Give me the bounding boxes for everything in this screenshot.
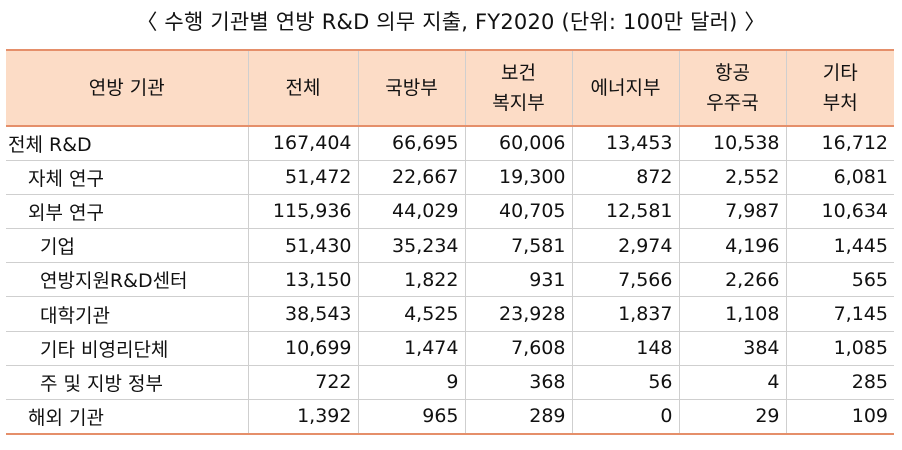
table-cell: 2,552 — [678, 160, 786, 195]
table-cell: 368 — [464, 365, 572, 401]
table-cell: 7,566 — [571, 262, 679, 298]
table-cell: 1,474 — [357, 331, 465, 366]
table-cell: 115,936 — [247, 194, 358, 230]
table-cell: 6,081 — [785, 160, 894, 195]
row-label: 기업 — [6, 228, 248, 264]
table-cell: 1,392 — [247, 399, 358, 435]
table-cell: 10,699 — [247, 331, 358, 366]
table-cell: 7,581 — [464, 228, 572, 264]
table-cell: 4,525 — [357, 296, 465, 332]
row-label: 전체 R&D — [6, 126, 248, 161]
row-label: 주 및 지방 정부 — [6, 365, 248, 401]
table-cell: 965 — [357, 399, 465, 435]
table-cell: 19,300 — [464, 160, 572, 195]
table-cell: 7,608 — [464, 331, 572, 366]
table-cell: 66,695 — [357, 126, 465, 161]
table-row: 전체 R&D 167,404 66,695 60,006 13,453 10,538 16,… — [6, 126, 894, 161]
table-cell: 13,150 — [247, 262, 358, 298]
row-label: 자체 연구 — [6, 160, 248, 195]
table-row: 외부 연구 115,936 44,029 40,705 12,581 7,987 10,63… — [6, 194, 894, 230]
table-cell: 29 — [678, 399, 786, 435]
table-row: 연방지원R&D센터 13,150 1,822 931 7,566 2,266 565 — [6, 262, 894, 298]
table-row: 자체 연구 51,472 22,667 19,300 872 2,552 6,081 — [6, 160, 894, 195]
row-label: 해외 기관 — [6, 399, 248, 435]
table-body: 전체 R&D 167,404 66,695 60,006 13,453 10,538 16,… — [6, 126, 894, 435]
table-cell: 1,445 — [785, 228, 894, 264]
table-cell: 10,538 — [678, 126, 786, 161]
table-cell: 2,974 — [571, 228, 679, 264]
table-cell: 56 — [571, 365, 679, 401]
table-cell: 1,108 — [678, 296, 786, 332]
header-row: 연방 기관 전체 국방부 보건 복지부 에너지부 항공 우주국 기타 부처 — [6, 49, 894, 127]
table-cell: 13,453 — [571, 126, 679, 161]
table-cell: 872 — [571, 160, 679, 195]
table-cell: 38,543 — [247, 296, 358, 332]
table-cell: 384 — [678, 331, 786, 366]
table-cell: 167,404 — [247, 126, 358, 161]
table-title: 〈 수행 기관별 연방 R&D 의무 지출, FY2020 (단위: 100만 … — [136, 10, 766, 34]
table-cell: 148 — [571, 331, 679, 366]
column-header-health: 보건 복지부 — [464, 49, 572, 127]
table-cell: 109 — [785, 399, 894, 435]
table-row: 기업 51,430 35,234 7,581 2,974 4,196 1,445 — [6, 228, 894, 264]
table-cell: 9 — [357, 365, 465, 401]
table-cell: 722 — [247, 365, 358, 401]
table-cell: 40,705 — [464, 194, 572, 230]
column-header-other: 기타 부처 — [785, 49, 894, 127]
column-header-defense: 국방부 — [357, 49, 465, 127]
table-cell: 23,928 — [464, 296, 572, 332]
table-cell: 35,234 — [357, 228, 465, 264]
column-header-total: 전체 — [247, 49, 358, 127]
table-cell: 60,006 — [464, 126, 572, 161]
table-cell: 2,266 — [678, 262, 786, 298]
row-label: 외부 연구 — [6, 194, 248, 230]
table-cell: 4,196 — [678, 228, 786, 264]
row-label: 대학기관 — [6, 296, 248, 332]
table-cell: 12,581 — [571, 194, 679, 230]
row-label: 기타 비영리단체 — [6, 331, 248, 366]
table-cell: 0 — [571, 399, 679, 435]
table-cell: 7,987 — [678, 194, 786, 230]
table-cell: 1,837 — [571, 296, 679, 332]
row-label: 연방지원R&D센터 — [6, 262, 248, 298]
table-cell: 1,822 — [357, 262, 465, 298]
rd-obligations-table: 연방 기관 전체 국방부 보건 복지부 에너지부 항공 우주국 기타 부처 전체 R&… — [6, 49, 894, 435]
table-cell: 285 — [785, 365, 894, 401]
column-header-agency: 연방 기관 — [6, 49, 248, 127]
table-cell: 16,712 — [785, 126, 894, 161]
table-cell: 1,085 — [785, 331, 894, 366]
table-cell: 51,430 — [247, 228, 358, 264]
table-row: 대학기관 38,543 4,525 23,928 1,837 1,108 7,145 — [6, 296, 894, 332]
table-cell: 931 — [464, 262, 572, 298]
column-header-energy: 에너지부 — [571, 49, 679, 127]
table-row: 주 및 지방 정부 722 9 368 56 4 285 — [6, 365, 894, 401]
table-cell: 22,667 — [357, 160, 465, 195]
table-cell: 7,145 — [785, 296, 894, 332]
table-row: 해외 기관 1,392 965 289 0 29 109 — [6, 399, 894, 435]
table-cell: 289 — [464, 399, 572, 435]
table-cell: 10,634 — [785, 194, 894, 230]
table-cell: 51,472 — [247, 160, 358, 195]
table-cell: 44,029 — [357, 194, 465, 230]
table-row: 기타 비영리단체 10,699 1,474 7,608 148 384 1,085 — [6, 331, 894, 366]
table-cell: 4 — [678, 365, 786, 401]
column-header-nasa: 항공 우주국 — [678, 49, 786, 127]
table-cell: 565 — [785, 262, 894, 298]
